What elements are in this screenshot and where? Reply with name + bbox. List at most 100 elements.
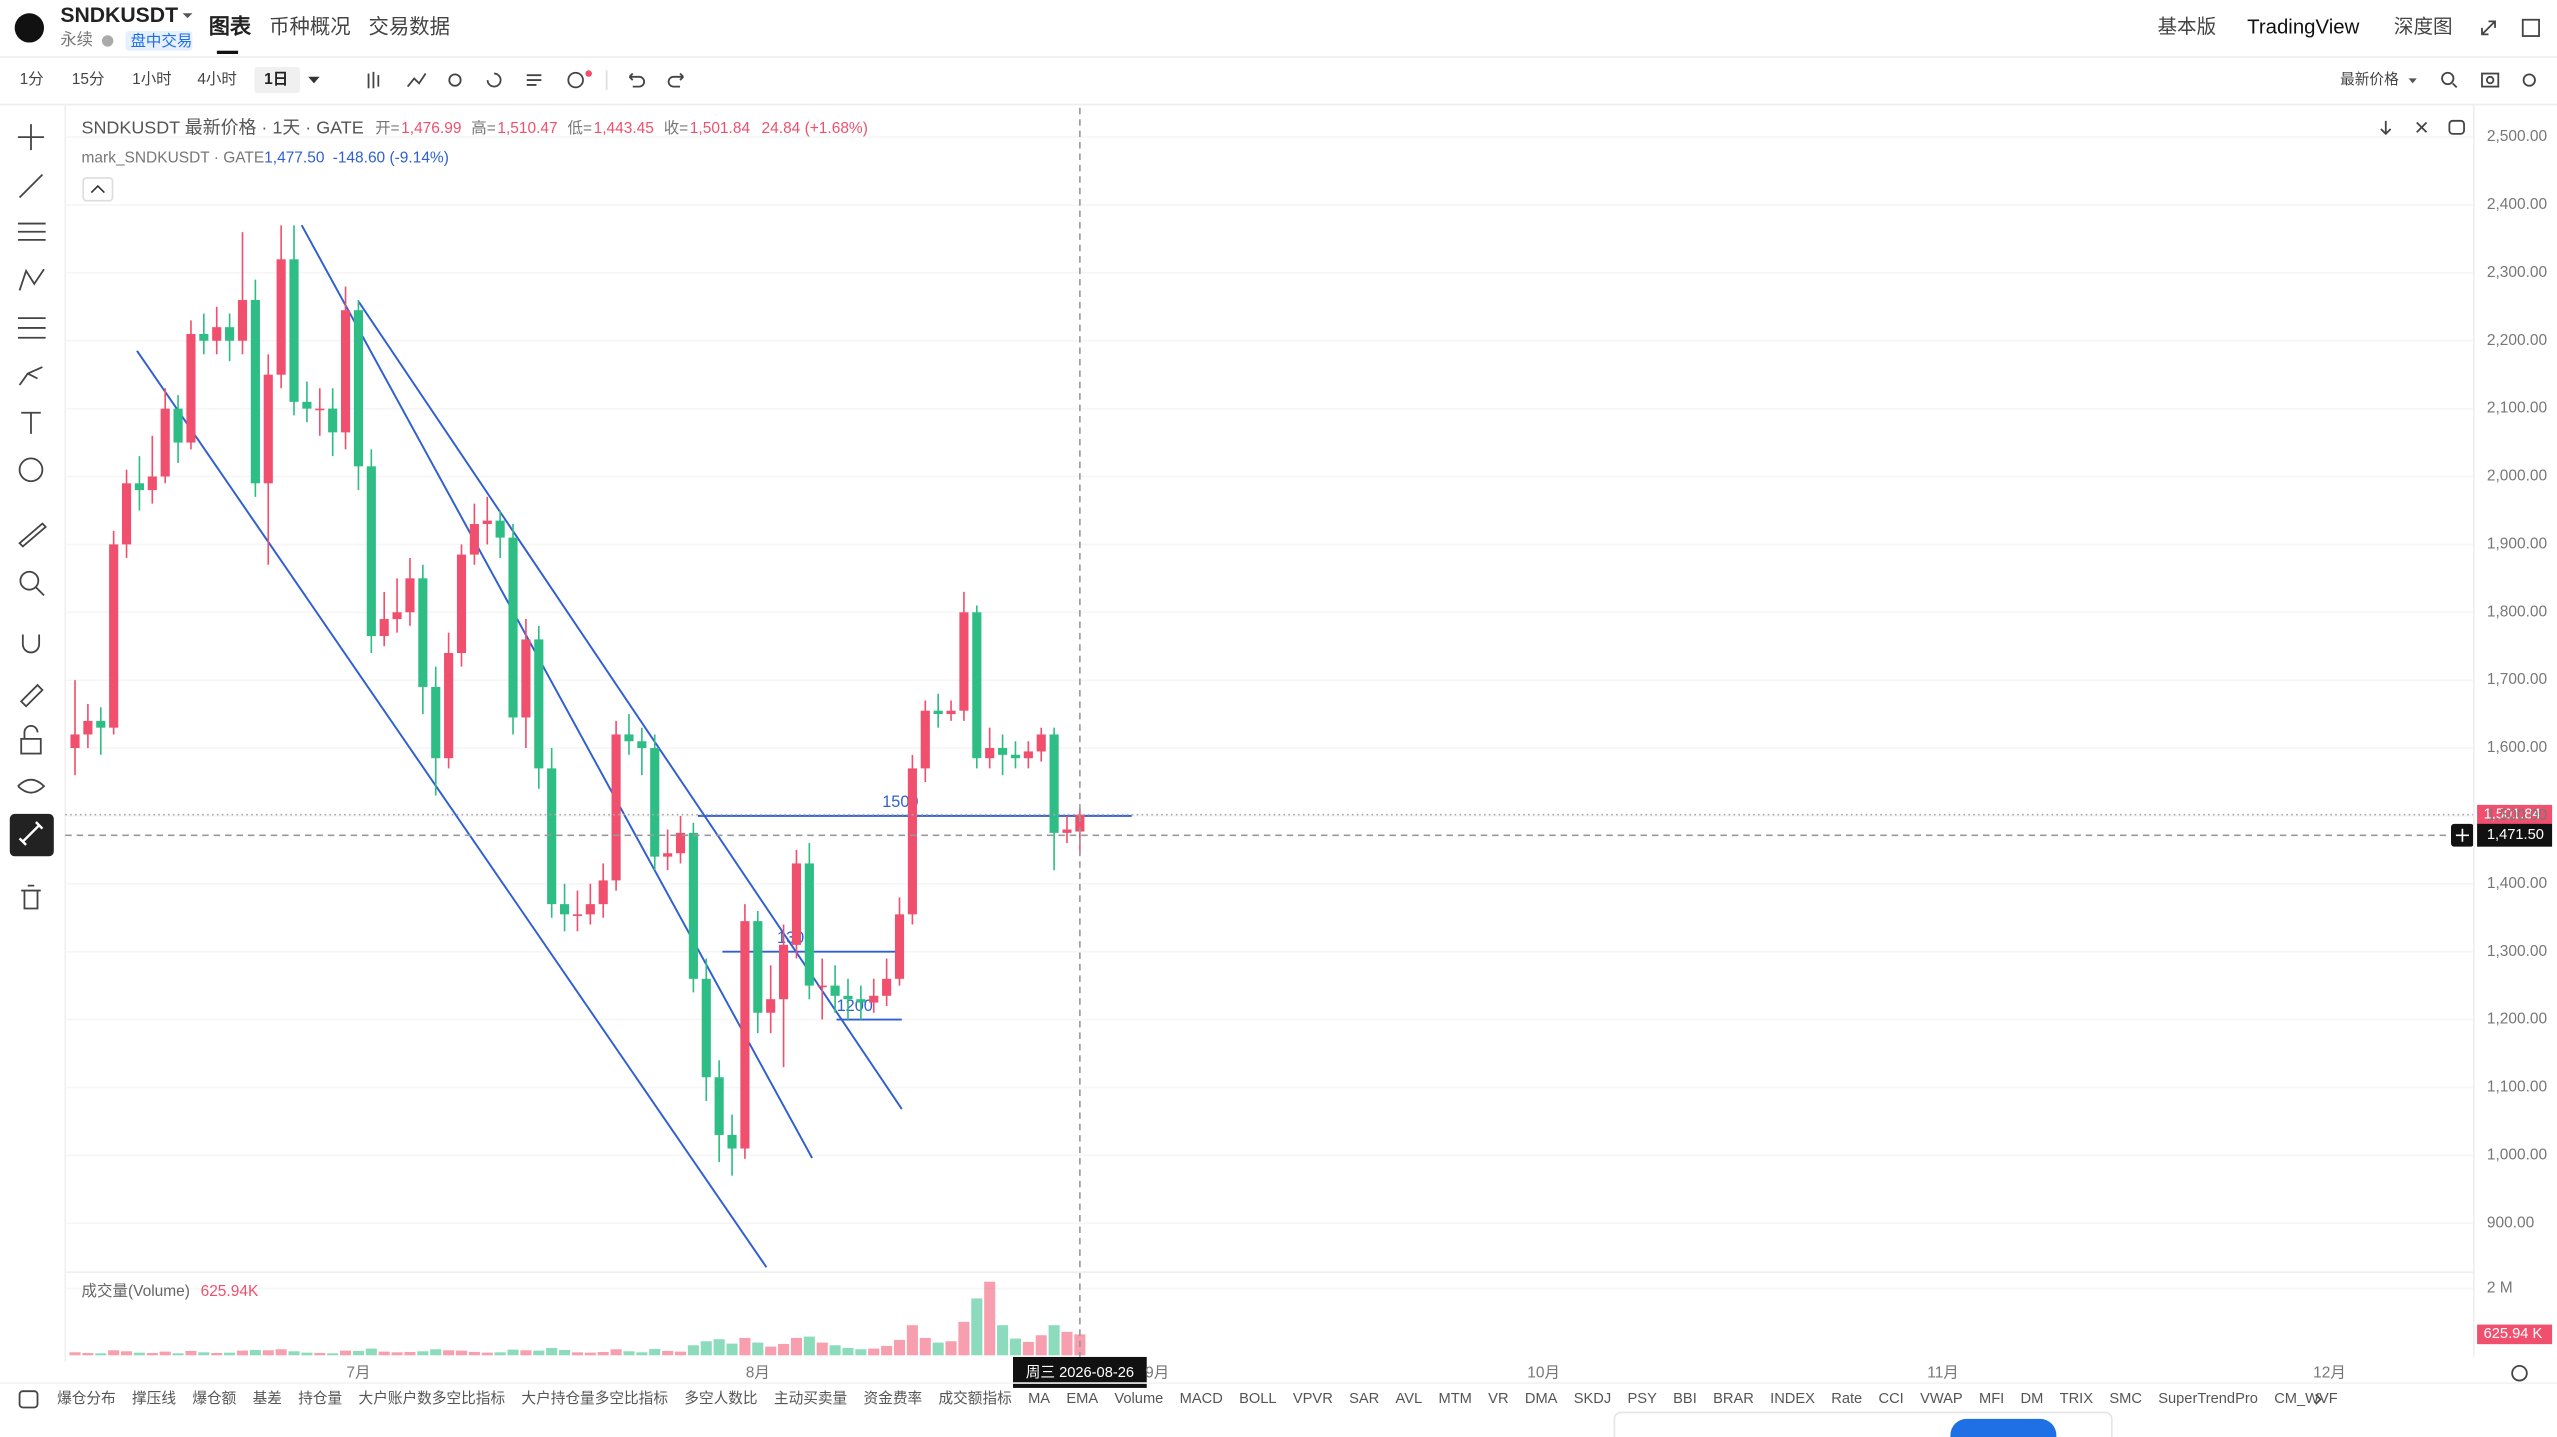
legend-value: 1,476.99 (401, 120, 461, 137)
indicator-tab[interactable]: SuperTrendPro (2158, 1391, 2258, 1407)
indicator-tab[interactable]: VPVR (1293, 1391, 1333, 1407)
interval[interactable]: 1小时 (132, 70, 172, 88)
interval[interactable]: 1分 (20, 70, 44, 88)
indicator-tab[interactable]: Volume (1114, 1391, 1163, 1407)
link[interactable]: TradingView (2247, 16, 2359, 38)
indicator-icon[interactable] (18, 1390, 39, 1409)
indicator-tab[interactable]: DM (2021, 1391, 2044, 1407)
indicator-tab[interactable]: CCI (1879, 1391, 1904, 1407)
indicator-tab[interactable]: DMA (1525, 1391, 1558, 1407)
indicator-tab[interactable]: 持仓量 (298, 1390, 342, 1407)
tab[interactable]: 图表 (209, 14, 252, 38)
indicator-tab[interactable]: Rate (1831, 1391, 1862, 1407)
y-tick-label: 1,500.00 (2487, 807, 2547, 824)
indicator-tab[interactable]: 大户持仓量多空比指标 (521, 1390, 668, 1407)
candle-body (972, 612, 982, 759)
drawing-tools[interactable] (17, 124, 47, 910)
price-source[interactable]: 最新价格 (2340, 71, 2399, 88)
indicator-tab[interactable]: VR (1488, 1391, 1508, 1407)
y-tick-label: 2,300.00 (2487, 264, 2547, 281)
popup-button[interactable] (1950, 1418, 2057, 1437)
indicator-tab[interactable]: 爆仓额 (192, 1390, 236, 1407)
link[interactable]: 深度图 (2394, 16, 2453, 38)
expand-icon[interactable] (2481, 20, 2496, 36)
active-tool-bg (9, 813, 54, 857)
indicator-tab[interactable]: 资金费率 (864, 1390, 923, 1407)
candle-body (572, 914, 583, 916)
indicator-tab[interactable]: VWAP (1920, 1391, 1963, 1407)
indicator-tab[interactable]: INDEX (1770, 1391, 1815, 1407)
volume-bar (95, 1353, 107, 1356)
volume-bar (623, 1351, 635, 1356)
interval[interactable]: 1日 (264, 70, 288, 88)
volume-bar (559, 1349, 571, 1356)
fullscreen-icon[interactable] (2521, 18, 2540, 37)
pane-buttons[interactable] (2380, 119, 2465, 136)
indicator-tab[interactable]: TRIX (2060, 1391, 2094, 1407)
indicator-tab[interactable]: 成交额指标 (938, 1389, 1012, 1407)
y-tick-label: 2,000.00 (2487, 468, 2547, 485)
indicator-tab[interactable]: EMA (1066, 1391, 1098, 1407)
symbol[interactable]: SNDKUSDT (60, 4, 178, 27)
last-price-tag: 1,501.84 (2484, 807, 2541, 823)
indicator-tab[interactable]: BBI (1673, 1391, 1697, 1407)
volume-tag: 625.94 K (2484, 1326, 2543, 1342)
indicator-tab[interactable]: CM_WVF (2274, 1391, 2338, 1407)
symbol-caret[interactable] (182, 13, 193, 19)
volume-bar (288, 1351, 300, 1356)
drawing-label: 1200 (837, 997, 873, 1015)
settings-icon[interactable] (2511, 1365, 2528, 1382)
toolbar-icons[interactable] (367, 71, 684, 89)
toolbar-right-icons[interactable] (2441, 71, 2536, 89)
price-source-caret[interactable] (2408, 78, 2417, 84)
volume-bar (687, 1345, 699, 1356)
volume-bar (211, 1352, 223, 1356)
scroll-arrow[interactable] (2315, 1393, 2322, 1405)
indicator-tab[interactable]: PSY (1628, 1391, 1658, 1407)
x-tick-label: 12月 (2313, 1364, 2346, 1381)
y-tick-label: 2,100.00 (2487, 400, 2547, 417)
channel-line (300, 224, 813, 1159)
indicator-tab[interactable]: 主动买卖量 (774, 1390, 847, 1407)
indicator-tab[interactable]: SMC (2109, 1391, 2142, 1407)
indicator-tab[interactable]: MTM (1438, 1391, 1471, 1407)
info-icon[interactable] (101, 35, 114, 47)
tab[interactable]: 交易数据 (369, 15, 451, 38)
legend-value: 1,443.45 (594, 120, 654, 137)
collapse-button[interactable] (82, 177, 114, 202)
date-tag: 周三 2026-08-26 (1026, 1364, 1134, 1381)
indicator-tab[interactable]: MFI (1979, 1391, 2004, 1407)
indicator-tab[interactable]: 撑压线 (132, 1390, 176, 1407)
volume-bar (546, 1347, 558, 1356)
indicator-tab[interactable]: 大户账户数多空比指标 (359, 1390, 506, 1407)
indicator-tab[interactable]: BOLL (1239, 1391, 1276, 1407)
indicator-tab[interactable]: BRAR (1713, 1391, 1754, 1407)
interval-caret[interactable] (308, 76, 320, 84)
x-tick-label: 11月 (1927, 1364, 1959, 1381)
link-tool-icon[interactable] (18, 821, 44, 846)
candle-body (276, 259, 286, 375)
indicator-tab[interactable]: MA (1028, 1391, 1050, 1407)
volume-bar (520, 1350, 532, 1356)
coin-logo (14, 13, 45, 43)
indicator-tab[interactable]: AVL (1396, 1391, 1423, 1407)
volume-bar (404, 1351, 416, 1356)
volume-bar (365, 1348, 377, 1356)
volume-bar (971, 1298, 983, 1356)
indicator-tab[interactable]: SAR (1349, 1391, 1379, 1407)
indicator-tab[interactable]: MACD (1180, 1391, 1223, 1407)
tab[interactable]: 币种概况 (269, 15, 351, 38)
candle-body (225, 327, 235, 341)
indicator-tab[interactable]: 爆仓分布 (57, 1390, 116, 1407)
interval[interactable]: 4小时 (197, 70, 237, 88)
candle-body (1075, 814, 1085, 832)
link[interactable]: 基本版 (2157, 16, 2216, 38)
y-tick-label: 1,700.00 (2487, 671, 2547, 688)
indicator-tab[interactable]: 基差 (253, 1390, 282, 1407)
interval[interactable]: 15分 (72, 70, 105, 88)
indicator-tab[interactable]: SKDJ (1574, 1391, 1611, 1407)
volume-bar (790, 1337, 802, 1356)
indicator-tab[interactable]: 多空人数比 (684, 1390, 757, 1407)
volume-bar (275, 1349, 287, 1356)
